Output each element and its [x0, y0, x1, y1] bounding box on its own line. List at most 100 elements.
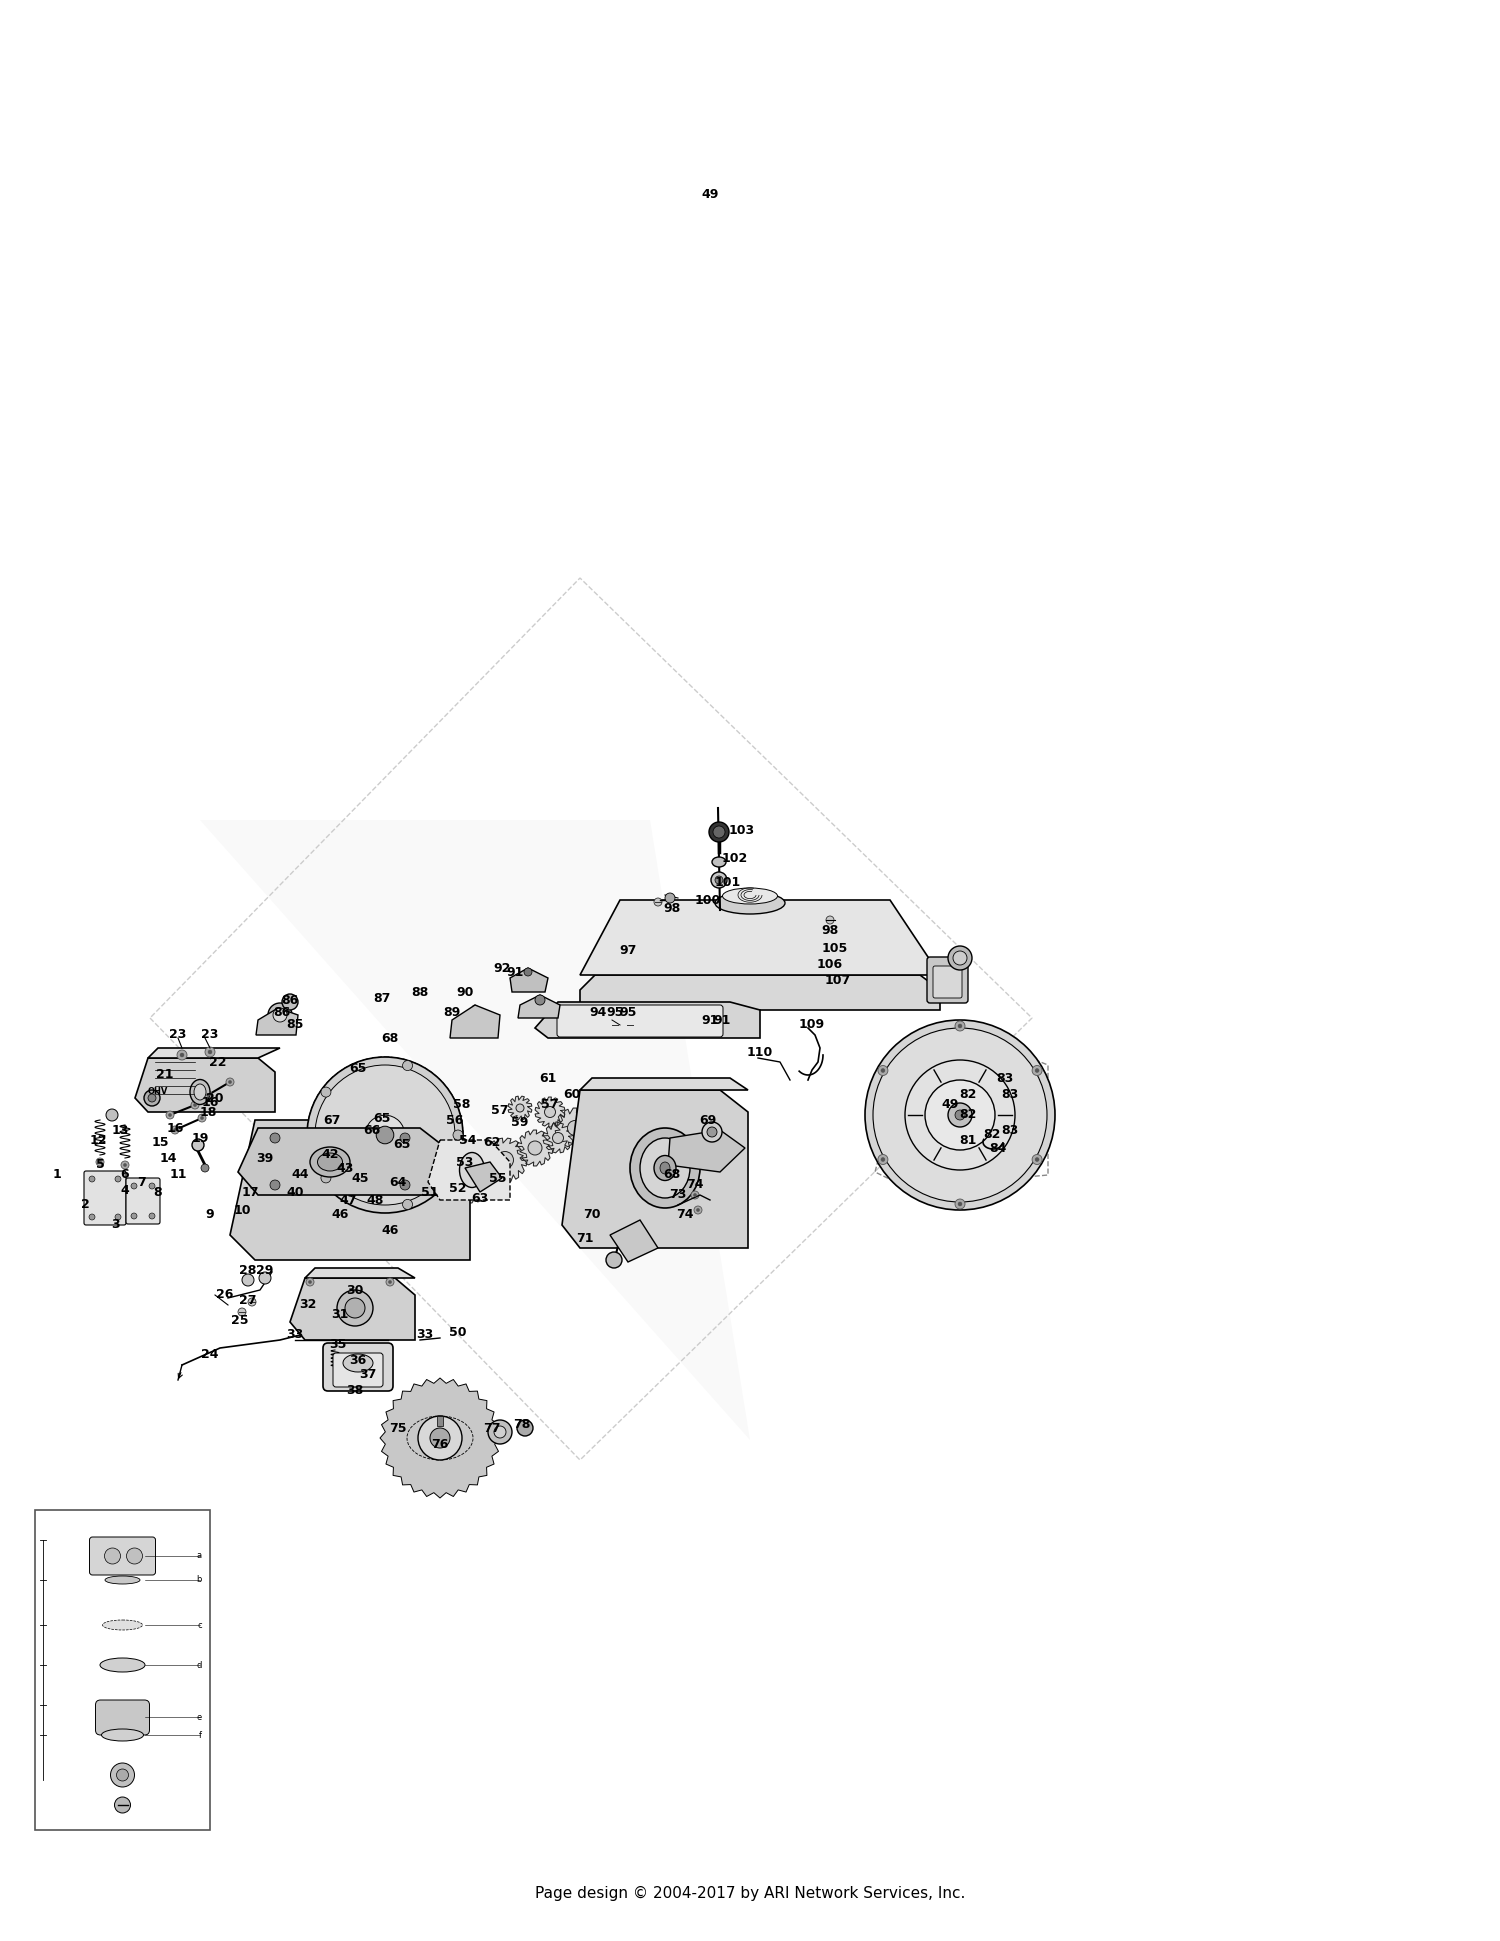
Text: 65: 65 [350, 1062, 366, 1075]
Text: 12: 12 [90, 1134, 106, 1147]
Text: 5: 5 [96, 1159, 105, 1172]
Circle shape [388, 1281, 392, 1283]
Ellipse shape [654, 1155, 676, 1180]
Text: 65: 65 [393, 1139, 411, 1151]
Circle shape [494, 1427, 506, 1438]
Text: 83: 83 [996, 1071, 1014, 1085]
Circle shape [116, 1176, 122, 1182]
Circle shape [419, 1417, 462, 1460]
Text: 75: 75 [390, 1421, 406, 1434]
Text: 89: 89 [444, 1005, 460, 1019]
Circle shape [948, 945, 972, 970]
FancyBboxPatch shape [84, 1170, 126, 1225]
Circle shape [207, 1093, 210, 1097]
Polygon shape [135, 1058, 274, 1112]
Circle shape [282, 994, 298, 1009]
Circle shape [926, 1079, 994, 1149]
Circle shape [706, 1128, 717, 1137]
Text: 57: 57 [492, 1104, 508, 1116]
Circle shape [711, 872, 728, 887]
Text: c: c [198, 1621, 202, 1630]
Circle shape [201, 1165, 208, 1172]
Text: 77: 77 [483, 1421, 501, 1434]
Text: 30: 30 [346, 1283, 363, 1297]
Circle shape [114, 1797, 130, 1813]
Circle shape [204, 1091, 212, 1099]
Circle shape [106, 1108, 118, 1122]
Polygon shape [290, 1277, 416, 1339]
Text: 84: 84 [990, 1141, 1006, 1155]
Circle shape [702, 1122, 721, 1141]
Circle shape [99, 1161, 102, 1163]
Text: 73: 73 [669, 1188, 687, 1201]
Text: 58: 58 [453, 1099, 471, 1112]
Polygon shape [327, 1097, 364, 1126]
Circle shape [536, 996, 544, 1005]
Text: 28: 28 [240, 1264, 256, 1277]
Circle shape [123, 1163, 126, 1167]
Circle shape [610, 1021, 620, 1029]
Polygon shape [399, 1153, 432, 1190]
Ellipse shape [102, 1729, 144, 1741]
Text: 109: 109 [800, 1019, 825, 1031]
Circle shape [316, 1068, 453, 1203]
Text: 105: 105 [822, 941, 848, 955]
Circle shape [88, 1176, 94, 1182]
Circle shape [209, 1050, 212, 1054]
Circle shape [273, 1007, 286, 1023]
Text: 16: 16 [166, 1122, 183, 1134]
Text: 70: 70 [584, 1209, 600, 1221]
Circle shape [693, 1194, 696, 1196]
Polygon shape [668, 1130, 746, 1172]
Circle shape [496, 1151, 513, 1168]
Circle shape [544, 1106, 555, 1118]
Circle shape [430, 1429, 450, 1448]
Circle shape [712, 827, 724, 839]
Text: 3: 3 [111, 1219, 120, 1231]
Circle shape [117, 1768, 129, 1782]
Ellipse shape [194, 1083, 206, 1101]
Circle shape [710, 821, 729, 842]
Polygon shape [256, 1007, 298, 1035]
Text: 14: 14 [159, 1151, 177, 1165]
Text: 76: 76 [432, 1438, 448, 1452]
Polygon shape [357, 1157, 387, 1196]
Circle shape [880, 1068, 885, 1073]
Text: 74: 74 [686, 1178, 703, 1192]
Text: 11: 11 [170, 1168, 186, 1182]
Text: 18: 18 [200, 1106, 216, 1120]
Text: 74: 74 [676, 1209, 693, 1221]
Text: 68: 68 [381, 1031, 399, 1044]
Text: 66: 66 [363, 1124, 381, 1137]
Polygon shape [483, 1137, 526, 1182]
Text: 97: 97 [620, 943, 636, 957]
Polygon shape [536, 1002, 760, 1038]
Text: a: a [196, 1551, 202, 1561]
Ellipse shape [344, 1355, 374, 1372]
Text: 98: 98 [822, 924, 839, 936]
Text: 91: 91 [702, 1013, 718, 1027]
Circle shape [144, 1091, 160, 1106]
Text: 49: 49 [702, 188, 718, 202]
Polygon shape [518, 1130, 554, 1167]
Text: 82: 82 [960, 1108, 976, 1122]
Circle shape [190, 1101, 200, 1108]
Polygon shape [427, 1139, 510, 1200]
Polygon shape [327, 1145, 364, 1174]
Circle shape [168, 1114, 171, 1116]
Ellipse shape [712, 858, 726, 868]
Text: 98: 98 [663, 901, 681, 914]
Circle shape [315, 1066, 454, 1205]
Circle shape [364, 1116, 405, 1155]
Text: 23: 23 [201, 1029, 219, 1042]
Text: 90: 90 [456, 986, 474, 998]
Circle shape [122, 1161, 129, 1168]
Text: 17: 17 [242, 1186, 258, 1198]
Text: 110: 110 [747, 1046, 772, 1058]
Text: d: d [196, 1660, 202, 1669]
Text: 63: 63 [471, 1192, 489, 1205]
Circle shape [488, 1421, 512, 1444]
Circle shape [696, 1209, 699, 1211]
Text: 53: 53 [456, 1157, 474, 1170]
Ellipse shape [716, 893, 784, 914]
